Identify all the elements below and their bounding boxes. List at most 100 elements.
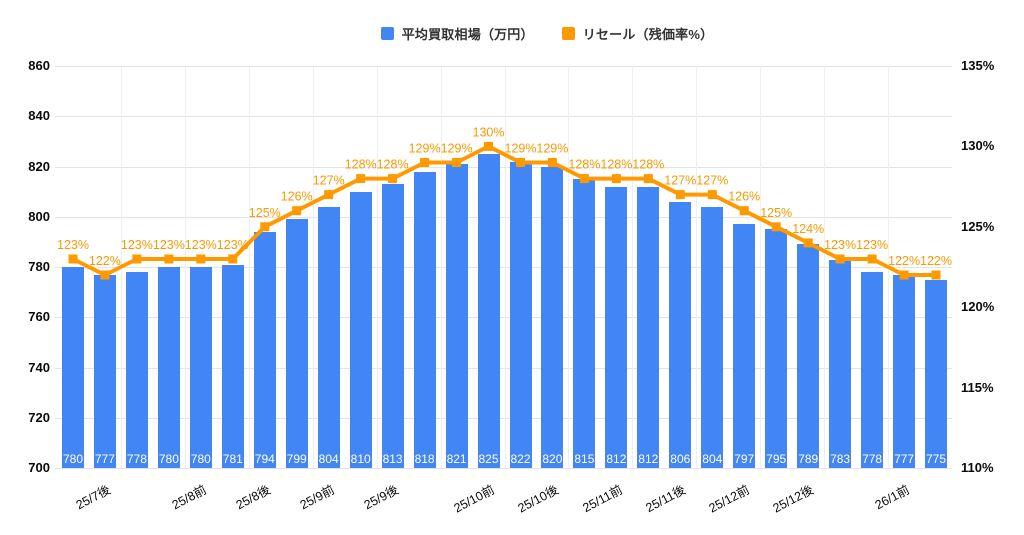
line-marker[interactable] [260, 222, 270, 232]
bar[interactable]: 812 [605, 186, 628, 468]
line-marker[interactable] [739, 206, 749, 216]
line-value-label: 128% [568, 158, 600, 172]
bar[interactable]: 806 [669, 201, 692, 468]
line-marker[interactable] [547, 158, 557, 167]
bar[interactable]: 804 [317, 206, 340, 468]
v-gridline [504, 66, 506, 468]
chart-legend: 平均買取相場（万円） リセール（残価率%） [70, 24, 1024, 43]
bar[interactable]: 812 [637, 186, 660, 468]
line-marker[interactable] [388, 174, 398, 184]
bar[interactable]: 777 [93, 274, 116, 468]
line-marker[interactable] [356, 174, 366, 184]
bar[interactable]: 813 [381, 184, 404, 468]
bar[interactable]: 777 [893, 274, 916, 468]
line-marker[interactable] [420, 158, 430, 167]
v-gridline [312, 66, 314, 468]
line-marker[interactable] [324, 190, 334, 200]
x-axis-label-text: 25/9前 [297, 482, 337, 513]
legend-item-resale[interactable]: リセール（残価率%） [561, 24, 714, 43]
line-marker[interactable] [675, 190, 685, 200]
legend-label-kaitori: 平均買取相場（万円） [401, 27, 534, 42]
line-value-label: 124% [792, 222, 824, 236]
bar[interactable]: 822 [509, 161, 532, 468]
line-marker[interactable] [452, 158, 462, 167]
line-marker[interactable] [228, 254, 238, 264]
bar-value-label: 777 [94, 452, 115, 466]
y-axis-label-left: 700 [28, 460, 50, 475]
bar[interactable]: 794 [253, 231, 276, 468]
bar[interactable]: 778 [861, 272, 884, 468]
line-value-label: 127% [313, 174, 345, 188]
line-marker[interactable] [68, 254, 78, 264]
line-value-label: 128% [377, 158, 409, 172]
line-marker[interactable] [931, 270, 941, 280]
line-value-label: 126% [281, 190, 313, 204]
bar[interactable]: 780 [189, 267, 212, 468]
bar[interactable]: 789 [797, 244, 820, 468]
bar-value-label: 818 [414, 452, 435, 466]
line-marker[interactable] [707, 190, 717, 200]
x-axis-label: 25/10前 [333, 478, 496, 516]
bar-value-label: 781 [222, 452, 243, 466]
y-axis-label-right: 115% [961, 379, 994, 395]
y-axis-label-left: 800 [28, 208, 50, 224]
bar[interactable]: 804 [701, 206, 724, 468]
line-marker[interactable] [292, 206, 302, 216]
x-axis-label-text: 25/11後 [643, 482, 689, 516]
line-marker[interactable] [196, 254, 206, 264]
line-value-label: 128% [632, 158, 664, 172]
line-value-label: 123% [824, 238, 856, 252]
bar[interactable]: 825 [477, 153, 500, 468]
bar[interactable]: 810 [349, 191, 372, 468]
line-marker[interactable] [611, 174, 621, 184]
bar[interactable]: 780 [157, 267, 180, 468]
line-marker[interactable] [100, 270, 110, 280]
line-marker[interactable] [835, 254, 845, 264]
line-value-label: 128% [600, 158, 632, 172]
line-marker[interactable] [579, 174, 589, 184]
y-axis-label-left: 720 [28, 409, 50, 425]
bar[interactable]: 780 [62, 267, 84, 468]
bar[interactable]: 781 [221, 264, 244, 468]
y-axis-label-right: 125% [961, 218, 995, 234]
bar[interactable]: 821 [445, 164, 468, 468]
v-gridline [248, 66, 250, 468]
legend-item-kaitori[interactable]: 平均買取相場（万円） [380, 24, 534, 43]
v-gridline [440, 66, 442, 468]
bar[interactable]: 783 [829, 259, 852, 468]
bar-value-label: 822 [510, 452, 531, 466]
bar-value-label: 825 [478, 451, 499, 466]
bar[interactable]: 820 [541, 166, 564, 468]
bar[interactable]: 818 [413, 171, 436, 468]
line-marker[interactable] [771, 222, 781, 232]
x-axis-label: 25/11後 [524, 478, 688, 515]
x-axis-label-text: 25/10後 [515, 482, 561, 516]
v-gridline [696, 66, 698, 468]
bar-value-label: 775 [925, 451, 947, 466]
y-axis-label-right: 120% [961, 299, 995, 315]
x-axis-label: 25/10後 [396, 478, 560, 516]
bar[interactable]: 799 [285, 219, 308, 468]
x-axis-label: 25/8前 [45, 478, 209, 513]
line-value-label: 122% [920, 254, 952, 268]
line-value-label: 129% [536, 142, 568, 156]
bar[interactable]: 775 [925, 279, 947, 468]
x-axis-label-text: 25/9後 [361, 482, 401, 513]
line-marker[interactable] [164, 254, 174, 264]
x-axis-label: 25/9後 [237, 478, 400, 513]
line-marker[interactable] [643, 174, 653, 184]
bar[interactable]: 815 [573, 179, 596, 468]
line-marker[interactable] [484, 141, 493, 151]
line-marker[interactable] [516, 158, 525, 167]
line-marker[interactable] [803, 238, 813, 248]
line-marker[interactable] [899, 270, 909, 280]
legend-swatch-line-icon [561, 27, 575, 40]
line-marker[interactable] [132, 254, 142, 264]
bar[interactable]: 778 [125, 272, 148, 468]
line-value-label: 123% [185, 238, 217, 252]
line-marker[interactable] [867, 254, 877, 264]
h-gridline [55, 367, 952, 369]
bar[interactable]: 795 [765, 229, 788, 468]
bar[interactable]: 797 [733, 224, 756, 468]
bar-value-label: 804 [702, 451, 723, 466]
